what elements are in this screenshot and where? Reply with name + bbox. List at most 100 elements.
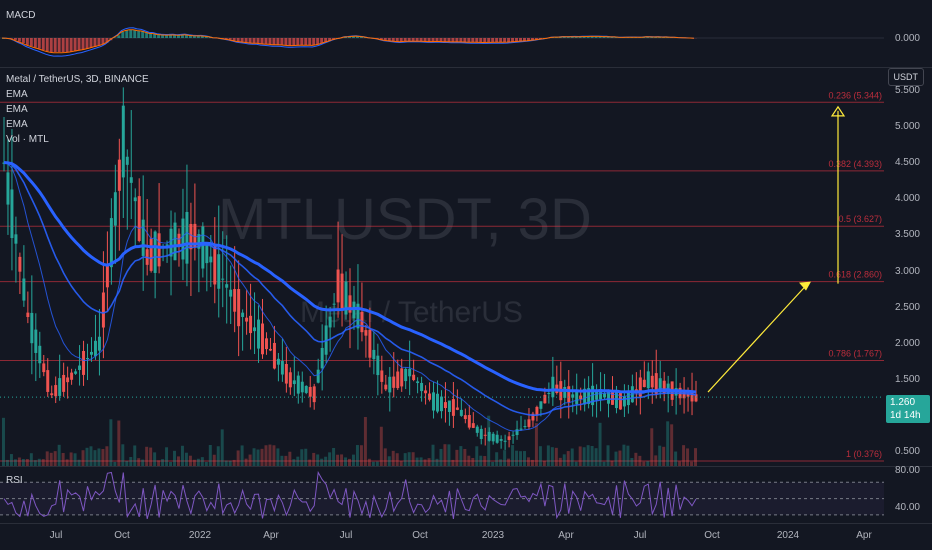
volume-bar xyxy=(33,460,37,466)
volume-bar xyxy=(200,457,204,466)
pane-divider-rsi[interactable] xyxy=(0,466,932,467)
candle-body xyxy=(137,196,141,241)
macd-histogram-bar xyxy=(455,38,459,42)
macd-histogram-bar xyxy=(332,38,336,40)
candle-body xyxy=(591,385,595,406)
volume-bar xyxy=(411,452,415,466)
volume-bar xyxy=(654,455,658,466)
price-axis-label: 2.000 xyxy=(894,337,920,349)
volume-bar xyxy=(399,461,403,466)
indicator-ema-1[interactable]: EMA xyxy=(6,89,28,100)
macd-histogram-bar xyxy=(137,30,141,38)
volume-bar xyxy=(77,459,81,466)
volume-bar xyxy=(674,451,678,466)
macd-histogram-bar xyxy=(49,38,53,52)
macd-histogram-bar xyxy=(642,37,646,38)
volume-bar xyxy=(324,456,328,466)
candle-body xyxy=(201,226,205,269)
candle-body xyxy=(511,434,515,436)
pane-divider-macd[interactable] xyxy=(0,67,932,68)
macd-histogram-bar xyxy=(169,35,173,38)
volume-bar xyxy=(403,453,407,466)
volume-bar xyxy=(431,444,435,466)
candle-body xyxy=(169,228,173,257)
macd-histogram-bar xyxy=(73,38,77,52)
macd-histogram-bar xyxy=(276,38,280,45)
volume-bar xyxy=(467,455,471,466)
volume-bar xyxy=(292,459,296,466)
volume-bar xyxy=(272,445,276,466)
candle-body xyxy=(217,254,221,289)
candle-body xyxy=(523,426,527,428)
macd-histogram-bar xyxy=(316,38,320,45)
candle-body xyxy=(229,289,233,297)
volume-bar xyxy=(161,459,165,466)
macd-histogram-bar xyxy=(570,36,574,38)
candle-body xyxy=(300,381,304,393)
candle-body xyxy=(22,278,26,301)
volume-bar xyxy=(634,452,638,466)
volume-bar xyxy=(73,453,77,466)
volume-bar xyxy=(630,458,634,466)
main-chart-pane[interactable]: MTLUSDT, 3D Metal / TetherUS 0.236 (5.34… xyxy=(0,68,884,466)
volume-bar xyxy=(602,461,606,466)
candle-body xyxy=(443,402,447,409)
macd-histogram-bar xyxy=(447,38,451,42)
macd-label: MACD xyxy=(6,10,36,21)
candle-body xyxy=(38,345,42,364)
candle-body xyxy=(245,317,249,322)
symbol-title[interactable]: Metal / TetherUS, 3D, BINANCE xyxy=(6,74,149,85)
candle-body xyxy=(209,256,213,263)
price-axis-label: 4.000 xyxy=(894,193,920,205)
candle-body xyxy=(173,222,177,261)
volume-bar xyxy=(336,454,340,466)
macd-histogram-bar xyxy=(101,38,105,45)
candle-body xyxy=(328,316,332,328)
ema-line[interactable] xyxy=(3,161,697,416)
time-axis-label: 2023 xyxy=(481,530,505,541)
macd-histogram-bar xyxy=(443,38,447,42)
ema-line[interactable] xyxy=(3,162,697,432)
macd-histogram-bar xyxy=(157,34,161,38)
macd-histogram-bar xyxy=(582,36,586,38)
price-plot[interactable]: 0.236 (5.344) 0.382 (4.393) 0.5 (3.627) 0.6… xyxy=(0,68,884,466)
volume-bar xyxy=(686,448,690,466)
macd-histogram-bar xyxy=(395,38,399,42)
fib-level-label: 0.618 (2.860) xyxy=(828,270,882,280)
macd-histogram-bar xyxy=(646,36,650,38)
macd-histogram-bar xyxy=(125,30,129,38)
macd-histogram-bar xyxy=(280,38,284,45)
current-price-tag: 1.260 1d 14h xyxy=(886,395,930,423)
volume-bar xyxy=(113,461,117,466)
indicator-ema-3[interactable]: EMA xyxy=(6,119,28,130)
macd-histogram-bar xyxy=(173,34,176,38)
candle-body xyxy=(447,400,451,412)
macd-histogram-bar xyxy=(296,38,300,46)
macd-histogram-bar xyxy=(304,38,308,46)
volume-bar xyxy=(558,457,562,466)
candle-body xyxy=(420,382,424,392)
volume-bar xyxy=(682,445,686,466)
volume-bar xyxy=(240,445,244,466)
indicator-volume[interactable]: Vol · MTL xyxy=(6,134,49,145)
volume-bar xyxy=(101,449,105,466)
volume-bar xyxy=(526,457,530,466)
candle-body xyxy=(376,355,380,376)
indicator-ema-2[interactable]: EMA xyxy=(6,104,28,115)
macd-pane: MACD xyxy=(0,0,884,68)
volume-bar xyxy=(312,452,316,466)
candle-body xyxy=(527,419,531,427)
macd-histogram-bar xyxy=(407,38,411,42)
fib-level-label: 0.236 (5.344) xyxy=(828,90,882,100)
volume-bar xyxy=(598,422,602,466)
rsi-axis-80: 80.00 xyxy=(894,465,920,476)
ema-line[interactable] xyxy=(3,161,697,394)
candle-body xyxy=(101,292,105,328)
projection-arrow-diagonal[interactable] xyxy=(707,285,807,393)
macd-histogram-bar xyxy=(13,38,17,40)
macd-histogram-bar xyxy=(268,38,272,45)
volume-bar xyxy=(125,460,129,466)
volume-bar xyxy=(145,446,149,466)
currency-badge[interactable]: USDT xyxy=(887,68,924,86)
current-price-value: 1.260 xyxy=(890,397,916,408)
